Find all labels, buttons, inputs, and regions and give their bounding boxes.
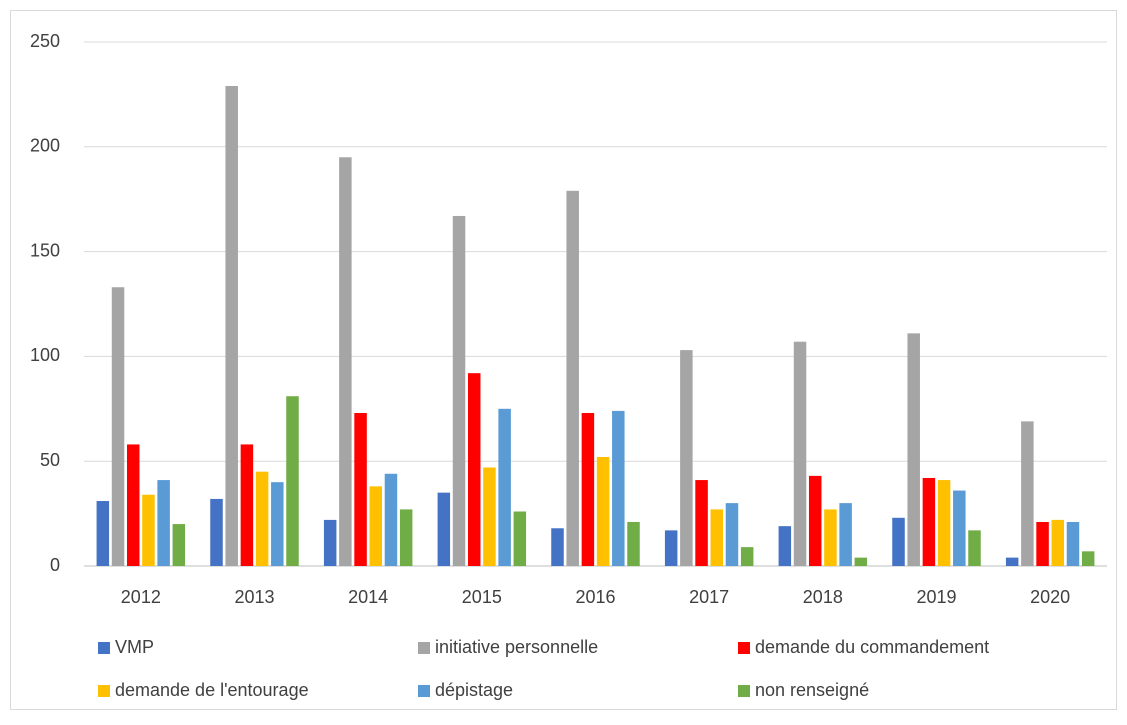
legend-label: dépistage xyxy=(435,680,513,700)
legend-swatch xyxy=(98,642,110,654)
legend-swatch xyxy=(98,685,110,697)
y-tick-label: 100 xyxy=(30,345,60,365)
bar xyxy=(467,373,481,566)
bar xyxy=(225,86,238,567)
legend-swatch xyxy=(418,642,430,654)
x-tick-label: 2014 xyxy=(348,587,388,607)
bar xyxy=(498,408,511,566)
bar xyxy=(452,215,466,566)
bar xyxy=(271,482,284,566)
bar xyxy=(596,457,610,566)
bar xyxy=(437,492,451,566)
legend-swatch xyxy=(418,685,430,697)
bar xyxy=(566,190,579,567)
legend-label: non renseigné xyxy=(755,680,869,700)
bar xyxy=(907,333,920,566)
bar xyxy=(892,517,905,566)
bar xyxy=(725,503,739,566)
bar xyxy=(695,480,708,566)
x-tick-label: 2015 xyxy=(462,587,502,607)
bar xyxy=(399,509,413,566)
y-tick-label: 50 xyxy=(40,450,60,470)
bar xyxy=(808,475,822,566)
bar xyxy=(483,467,496,566)
x-tick-label: 2018 xyxy=(803,587,843,607)
bar xyxy=(354,412,367,566)
x-tick-label: 2013 xyxy=(234,587,274,607)
y-tick-label: 200 xyxy=(30,136,60,156)
bar xyxy=(824,509,837,566)
y-tick-label: 0 xyxy=(50,555,60,575)
x-tick-label: 2020 xyxy=(1030,587,1070,607)
bar xyxy=(172,524,186,566)
bar xyxy=(740,547,754,566)
bar xyxy=(1005,557,1019,566)
x-tick-label: 2016 xyxy=(575,587,615,607)
legend-label: VMP xyxy=(115,637,154,657)
bar xyxy=(953,490,966,566)
bar xyxy=(612,410,625,566)
legend-label: initiative personnelle xyxy=(435,637,598,657)
bar xyxy=(255,471,269,566)
y-tick-label: 250 xyxy=(30,31,60,51)
bar xyxy=(1036,521,1049,566)
bar xyxy=(286,396,299,566)
bar xyxy=(839,503,852,566)
bar xyxy=(922,477,936,566)
bar xyxy=(664,530,678,566)
bar xyxy=(384,473,398,566)
bar xyxy=(854,557,868,566)
bar xyxy=(581,412,595,566)
bar xyxy=(627,521,640,566)
bar xyxy=(1066,521,1080,566)
bar xyxy=(369,486,383,566)
y-tick-label: 150 xyxy=(30,240,60,260)
legend-label: demande de l'entourage xyxy=(115,680,309,700)
bar xyxy=(111,287,125,566)
bar xyxy=(1051,519,1065,566)
bar xyxy=(339,157,352,566)
bar xyxy=(126,444,140,566)
bar xyxy=(793,341,807,566)
bar xyxy=(96,501,110,566)
bar xyxy=(513,511,527,566)
bar xyxy=(157,480,170,566)
legend-swatch xyxy=(738,685,750,697)
bar xyxy=(551,528,564,566)
bar xyxy=(142,494,155,566)
bar xyxy=(778,526,792,566)
bar xyxy=(1021,421,1034,566)
bar xyxy=(710,509,724,566)
bar xyxy=(968,530,981,566)
bar xyxy=(240,444,254,566)
bar xyxy=(680,350,693,566)
x-tick-label: 2017 xyxy=(689,587,729,607)
bar xyxy=(937,480,951,566)
legend-label: demande du commandement xyxy=(755,637,989,657)
chart-border xyxy=(10,10,1117,710)
x-tick-label: 2012 xyxy=(121,587,161,607)
bar xyxy=(210,498,223,566)
x-tick-label: 2019 xyxy=(916,587,956,607)
bar xyxy=(323,519,337,566)
bar xyxy=(1081,551,1095,566)
legend-swatch xyxy=(738,642,750,654)
